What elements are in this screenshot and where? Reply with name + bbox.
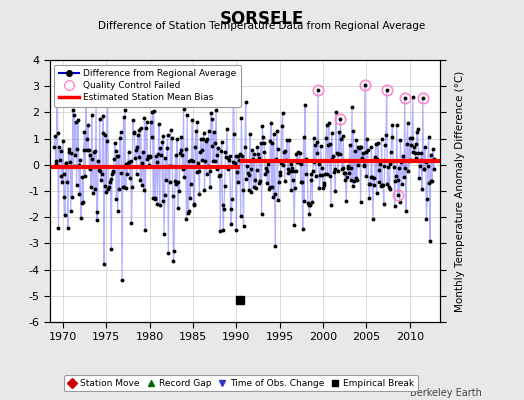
- Text: SORSELE: SORSELE: [220, 10, 304, 28]
- Text: Difference of Station Temperature Data from Regional Average: Difference of Station Temperature Data f…: [99, 21, 425, 31]
- Y-axis label: Monthly Temperature Anomaly Difference (°C): Monthly Temperature Anomaly Difference (…: [455, 70, 465, 312]
- Text: Berkeley Earth: Berkeley Earth: [410, 388, 482, 398]
- Legend: Difference from Regional Average, Quality Control Failed, Estimated Station Mean: Difference from Regional Average, Qualit…: [54, 64, 241, 107]
- Legend: Station Move, Record Gap, Time of Obs. Change, Empirical Break: Station Move, Record Gap, Time of Obs. C…: [64, 375, 418, 392]
